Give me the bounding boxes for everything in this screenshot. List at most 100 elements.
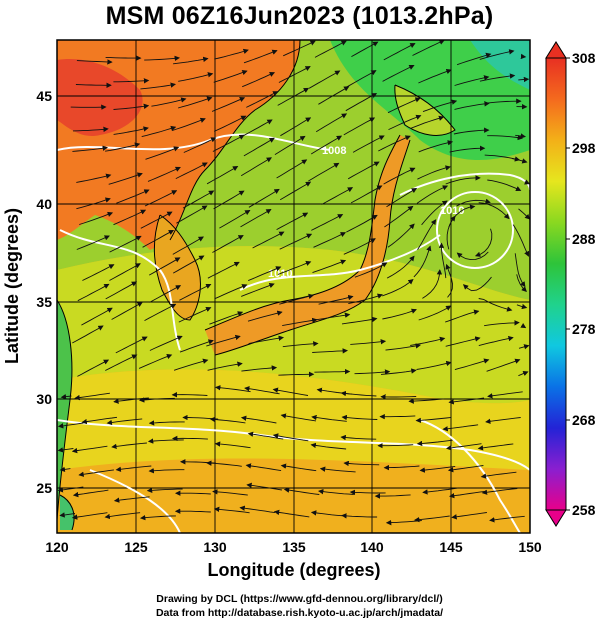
wind-streamline [387,97,421,114]
wind-streamline [74,392,110,401]
wind-streamline [282,341,319,348]
colorbar-labels: 308 298 288 278 268 258 [572,50,596,518]
wind-streamline [78,469,114,477]
wind-streamline [175,490,211,496]
wind-streamline [248,266,282,282]
wind-streamline [345,70,377,89]
wind-streamline [279,233,313,250]
wind-streamline [387,223,415,248]
wind-streamline [72,126,109,133]
wind-streamline [248,335,284,345]
x-tick-label: 135 [282,539,306,555]
wind-streamline [172,255,205,274]
wind-streamline [246,91,279,108]
wind-streamline [149,285,182,303]
credit-data-source: Data from http://database.rish.kyoto-u.a… [155,607,444,619]
wind-streamline [75,82,112,88]
wind-streamline [310,510,347,517]
wind-streamline [313,232,347,248]
wind-streamline [283,487,320,495]
wind-streamline [113,209,147,226]
wind-streamline [214,441,251,449]
y-tick-label: 25 [36,480,52,496]
wind-streamline [280,463,317,472]
wind-streamline [140,211,173,229]
wind-streamline [354,262,388,278]
wind-streamline [421,200,448,226]
wind-streamline [416,360,452,370]
wind-streamline [382,64,415,82]
wind-streamline [524,179,530,185]
colorbar-tick-label: 278 [572,321,596,337]
wind-streamline [241,365,278,372]
wind-streamline [453,127,490,135]
wind-streamline [487,179,522,191]
wind-streamline [140,514,176,521]
wind-streamline [315,113,348,133]
y-tick-label: 35 [36,294,52,310]
wind-streamline [449,145,486,153]
wind-streamline [57,486,84,493]
wind-streamline [422,487,458,495]
x-tick-label: 150 [518,539,542,555]
wind-streamline [277,260,312,275]
wind-streamline [481,488,518,495]
wind-streamline [178,72,214,82]
wind-streamline [518,208,530,220]
wind-streamline [81,307,113,326]
wind-streamline [175,162,208,180]
wind-streamline [59,466,71,473]
wind-streamline [79,211,114,225]
wind-streamline [106,418,143,426]
x-tick-label: 125 [124,539,148,555]
wind-streamline [516,303,528,310]
wind-streamline [147,166,181,182]
wind-streamline [314,40,347,58]
wind-streamline [147,438,184,444]
wind-streamline [280,117,312,137]
wind-streamline [340,434,377,441]
wind-streamline [312,259,347,274]
wind-streamline [209,311,244,325]
wind-streamline [276,212,309,230]
wind-streamline [212,489,248,496]
wind-streamline [341,513,378,519]
colorbar-tick-label: 258 [572,502,596,518]
colorbar-tick-label: 298 [572,140,596,156]
wind-streamline [380,368,417,375]
wind-streamline [456,198,491,207]
wind-streamline [148,257,181,276]
y-tick-label: 45 [36,88,52,104]
wind-streamline [462,276,492,292]
wind-streamline [350,185,383,204]
wind-streamline [447,465,484,473]
wind-streamline [377,443,414,449]
wind-streamline [415,416,452,424]
wind-streamline [518,76,530,83]
wind-streamline [308,162,340,182]
wind-streamline [242,72,276,88]
wind-streamline [177,96,213,109]
wind-streamline [111,442,147,450]
wind-streamline [477,443,514,451]
wind-streamline [144,190,178,207]
wind-streamline [213,190,245,210]
wind-streamline [105,354,138,371]
wind-streamline [171,117,206,132]
wind-streamline [113,496,150,503]
colorbar-ticks [566,57,570,511]
wind-streamline [105,55,142,61]
wind-streamline [243,49,278,64]
wind-streamline [278,371,315,377]
wind-streamline [311,414,347,422]
wind-streamline [148,468,185,474]
wind-streamline [512,224,530,257]
wind-streamline [348,293,383,305]
wind-streamline [76,197,111,210]
wind-streamline [280,413,317,422]
wind-streamline [171,392,208,398]
wind-streamline [345,93,378,112]
wind-streamline [108,172,143,185]
wind-streamline [310,135,343,155]
wind-streamline [386,188,418,208]
